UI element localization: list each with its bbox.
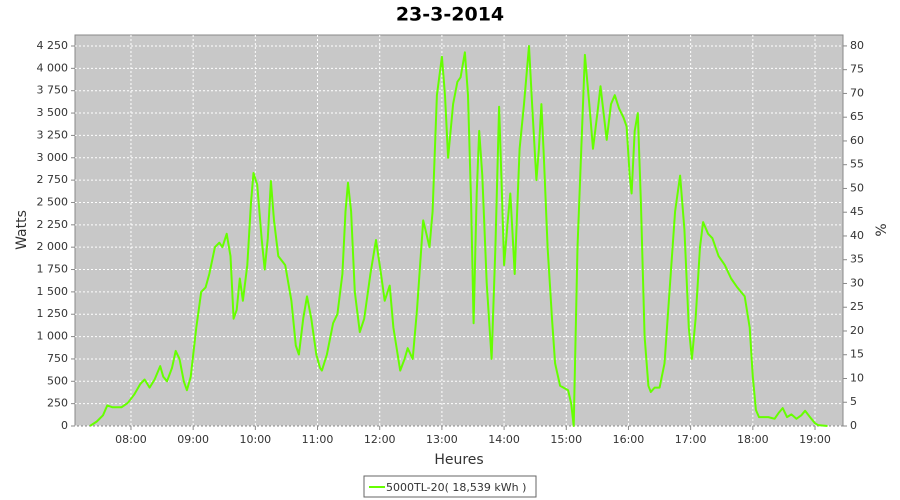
y-tick-label: 1 750 bbox=[37, 263, 69, 276]
y-tick-label: 4 250 bbox=[37, 39, 69, 52]
x-tick-label: 08:00 bbox=[115, 433, 147, 446]
x-tick-label: 09:00 bbox=[177, 433, 209, 446]
y2-tick-label: 70 bbox=[850, 86, 864, 99]
x-tick-label: 17:00 bbox=[675, 433, 707, 446]
y-axis-label: Watts bbox=[14, 210, 30, 250]
x-tick-label: 15:00 bbox=[550, 433, 582, 446]
y2-tick-label: 30 bbox=[850, 276, 864, 289]
chart-title: 23-3-2014 bbox=[396, 4, 504, 26]
y2-tick-label: 45 bbox=[850, 205, 864, 218]
x-tick-label: 13:00 bbox=[426, 433, 458, 446]
x-tick-label: 19:00 bbox=[799, 433, 831, 446]
y-tick-label: 1 500 bbox=[37, 285, 69, 298]
y2-tick-label: 75 bbox=[850, 63, 864, 76]
y2-tick-label: 60 bbox=[850, 134, 864, 147]
y2-tick-label: 40 bbox=[850, 229, 864, 242]
legend bbox=[363, 475, 537, 498]
y2-tick-label: 15 bbox=[850, 348, 864, 361]
series-line bbox=[89, 45, 828, 427]
x-tick-label: 16:00 bbox=[613, 433, 645, 446]
y2-tick-label: 50 bbox=[850, 181, 864, 194]
y-tick-label: 2 000 bbox=[37, 240, 69, 253]
y2-tick-label: 0 bbox=[850, 419, 857, 432]
y2-tick-label: 35 bbox=[850, 253, 864, 266]
y-tick-label: 3 500 bbox=[37, 106, 69, 119]
x-tick-label: 12:00 bbox=[364, 433, 396, 446]
x-tick-label: 18:00 bbox=[737, 433, 769, 446]
y2-tick-label: 80 bbox=[850, 39, 864, 52]
y-tick-label: 0 bbox=[61, 419, 68, 432]
y-tick-label: 500 bbox=[47, 374, 68, 387]
x-axis-label: Heures bbox=[434, 452, 483, 468]
plot-area bbox=[74, 34, 844, 427]
y2-tick-label: 10 bbox=[850, 371, 864, 384]
y2-tick-label: 55 bbox=[850, 158, 864, 171]
y-tick-label: 3 250 bbox=[37, 128, 69, 141]
x-tick-label: 10:00 bbox=[239, 433, 271, 446]
y-tick-label: 750 bbox=[47, 352, 68, 365]
y-tick-label: 250 bbox=[47, 397, 68, 410]
y-tick-label: 2 250 bbox=[37, 218, 69, 231]
x-tick-label: 11:00 bbox=[302, 433, 334, 446]
legend-label: 5000TL-20( 18,539 kWh ) bbox=[386, 481, 526, 494]
y-tick-label: 1 000 bbox=[37, 330, 69, 343]
y-tick-label: 4 000 bbox=[37, 61, 69, 74]
y2-axis-label: % bbox=[874, 223, 890, 236]
x-tick-label: 14:00 bbox=[488, 433, 520, 446]
y-tick-label: 2 750 bbox=[37, 173, 69, 186]
y2-tick-label: 65 bbox=[850, 110, 864, 123]
y-tick-label: 3 750 bbox=[37, 84, 69, 97]
y-tick-label: 3 000 bbox=[37, 151, 69, 164]
y2-tick-label: 25 bbox=[850, 300, 864, 313]
y2-tick-label: 5 bbox=[850, 395, 857, 408]
y2-tick-label: 20 bbox=[850, 324, 864, 337]
y-tick-label: 2 500 bbox=[37, 195, 69, 208]
y-tick-label: 1 250 bbox=[37, 307, 69, 320]
